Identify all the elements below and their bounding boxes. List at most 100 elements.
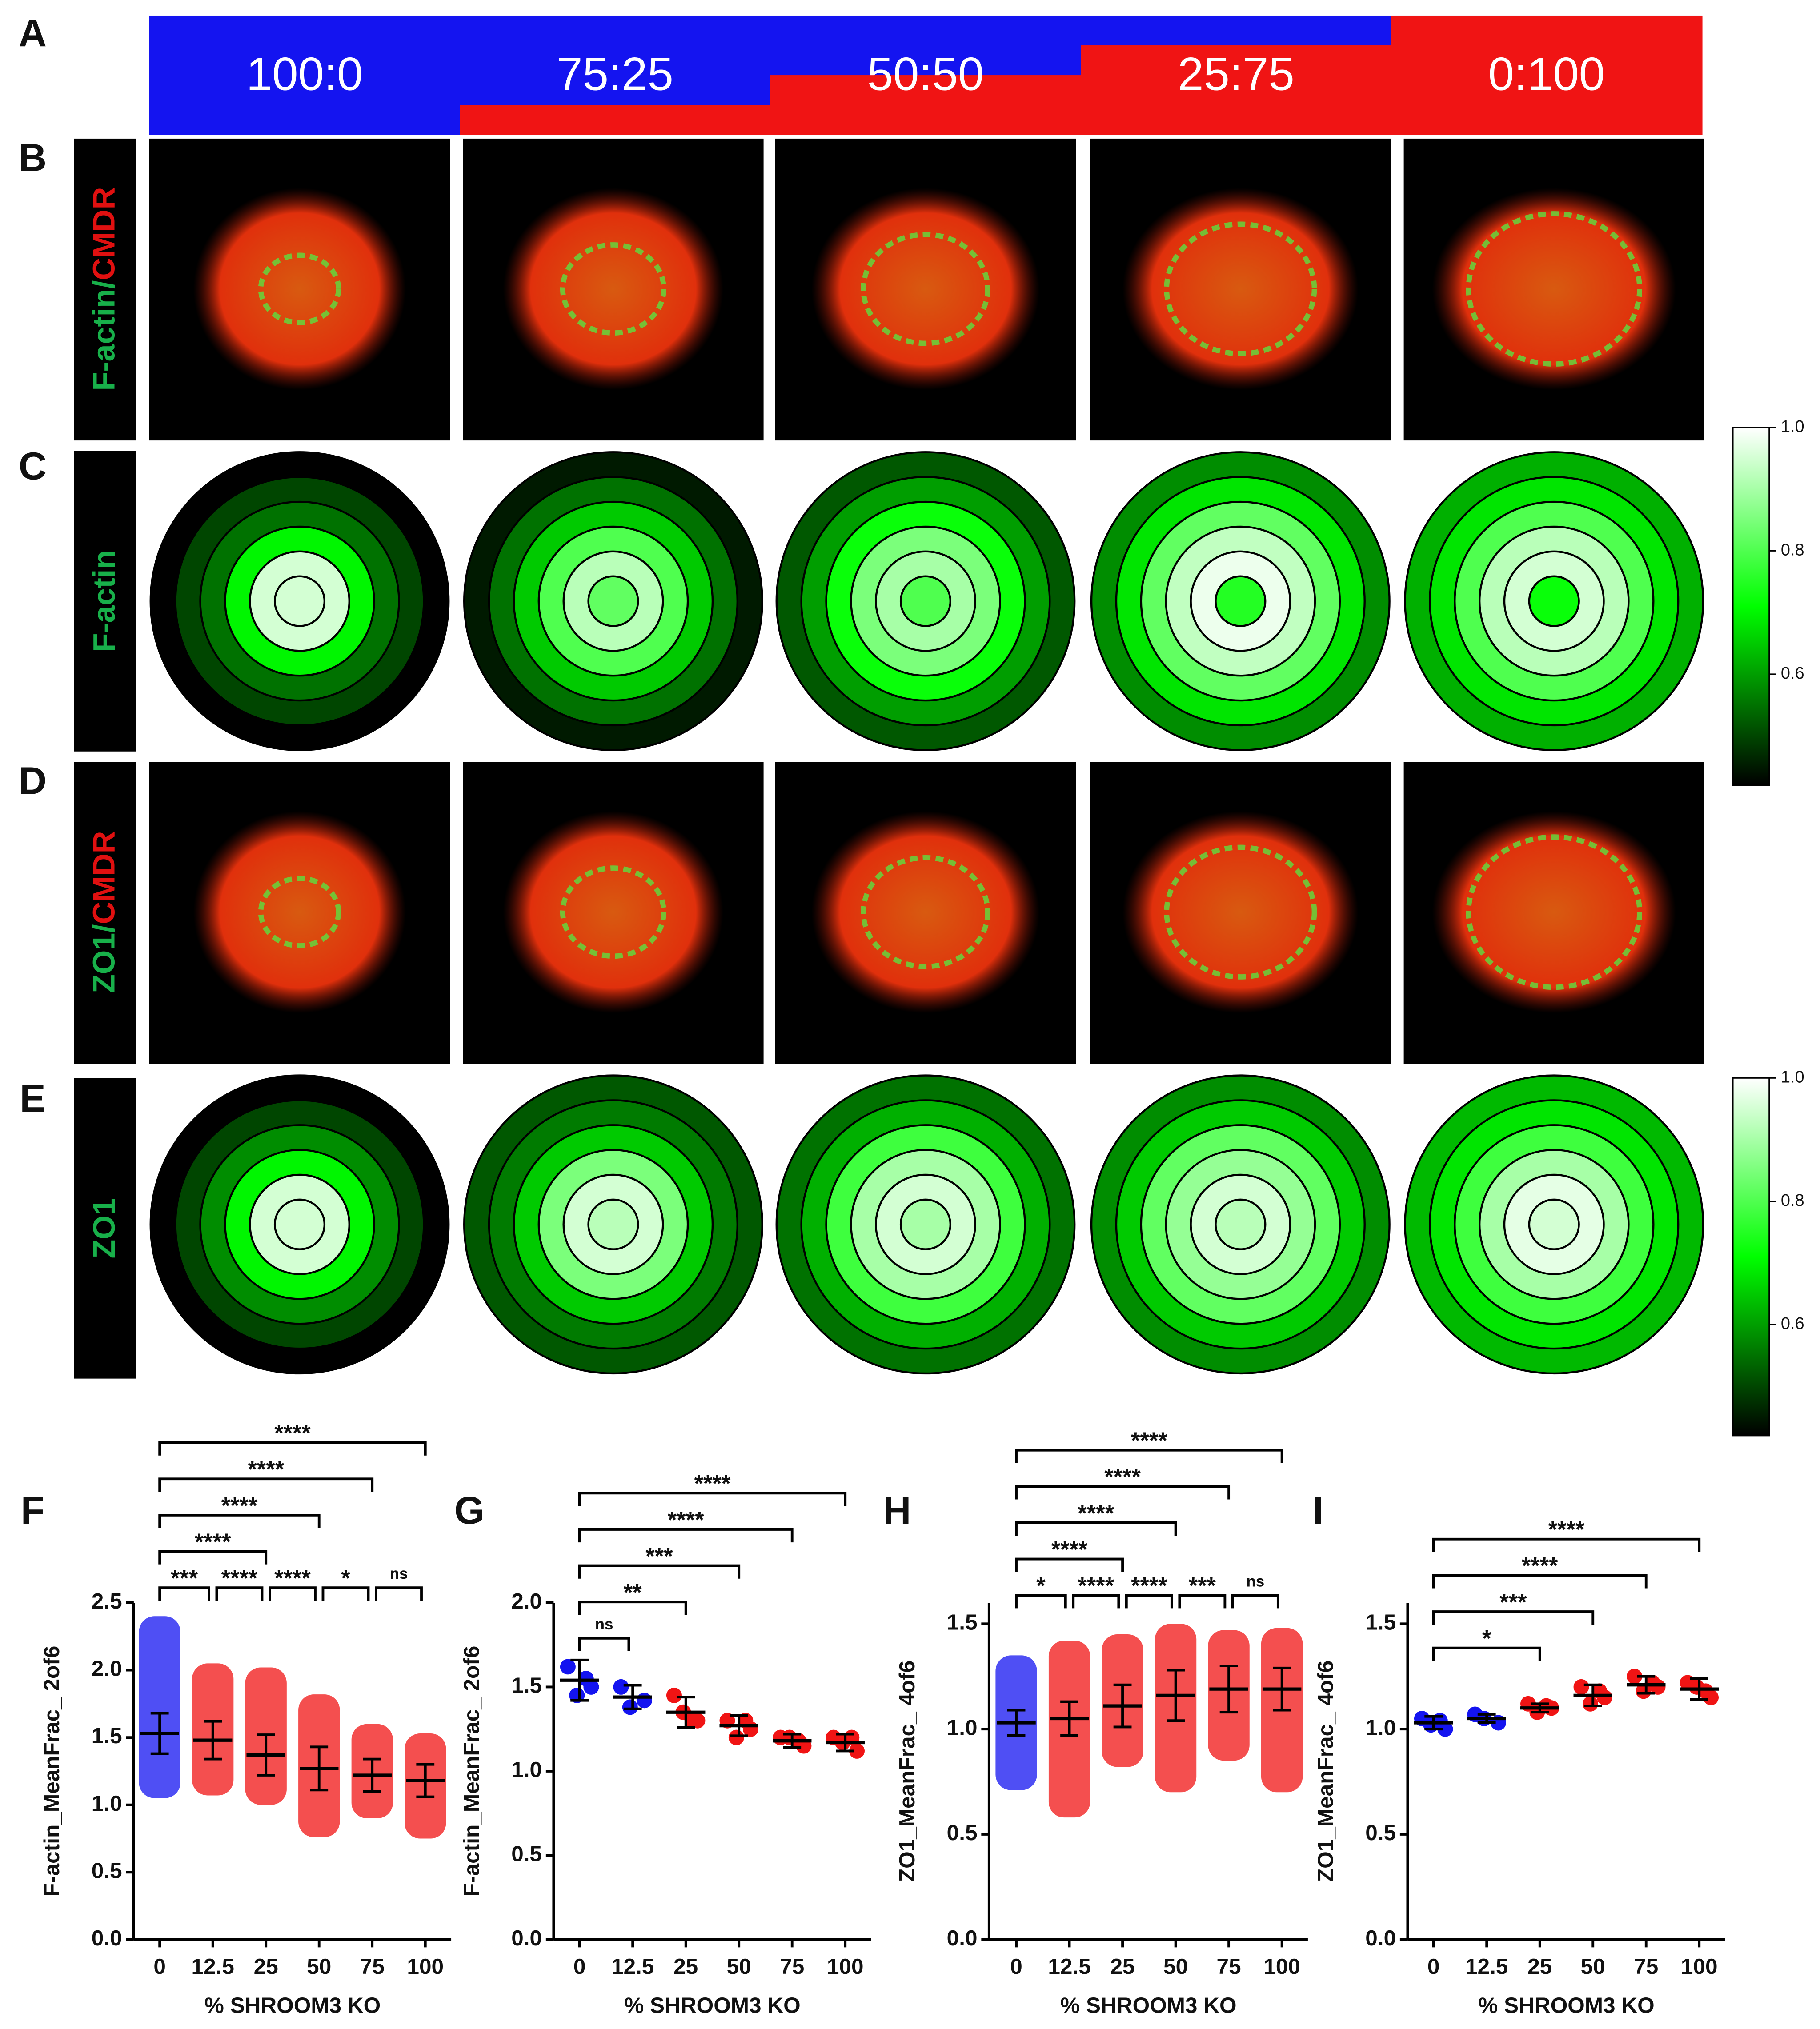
significance-bracket	[1432, 1537, 1701, 1552]
significance-bracket	[1432, 1574, 1648, 1589]
panel-letter: C	[19, 444, 47, 488]
header-red	[460, 105, 771, 135]
green-ring	[560, 865, 666, 959]
header-red	[1081, 45, 1392, 135]
ring	[587, 1198, 639, 1250]
cell-body	[503, 188, 724, 390]
x-tick-label: 75	[780, 1954, 804, 1979]
point	[1698, 1683, 1714, 1699]
significance-bracket	[158, 1586, 210, 1601]
point	[1627, 1669, 1643, 1685]
significance-label: ***	[1189, 1573, 1216, 1599]
row-label: ZO1	[87, 1198, 121, 1258]
significance-bracket	[1015, 1594, 1067, 1609]
y-tick-label: 0.5	[511, 1841, 542, 1866]
significance-label: ****	[221, 1565, 258, 1591]
green-ring	[560, 242, 666, 336]
point	[578, 1670, 594, 1686]
significance-label: ****	[274, 1565, 311, 1591]
ring	[899, 1198, 952, 1250]
green-ring	[1164, 221, 1317, 356]
x-axis-label: % SHROOM3 KO	[624, 1993, 800, 2018]
x-tick-label: 100	[1681, 1954, 1718, 1979]
significance-bracket	[1178, 1594, 1227, 1609]
y-tick-label: 0.5	[947, 1820, 978, 1845]
ratio-label: 100:0	[246, 48, 363, 100]
significance-bracket	[269, 1586, 317, 1601]
x-tick-label: 50	[1163, 1954, 1188, 1979]
panel-letter: G	[454, 1489, 485, 1532]
row-label-part: CMDR	[87, 187, 121, 280]
row-label-part: F-actin/	[87, 280, 121, 391]
significance-bracket	[1015, 1485, 1231, 1500]
colorbar	[1732, 1077, 1770, 1437]
x-tick-label: 12.5	[1465, 1954, 1508, 1979]
point	[666, 1687, 682, 1703]
y-tick-label: 1.5	[511, 1673, 542, 1698]
ring	[1528, 1198, 1580, 1250]
significance-bracket	[1015, 1449, 1283, 1463]
significance-bracket	[321, 1586, 370, 1601]
y-axis-label: F-actin_MeanFrac_ 2of6	[459, 1646, 484, 1897]
row-label: ZO1/CMDR	[87, 831, 121, 993]
point	[1538, 1698, 1554, 1714]
x-tick-label: 100	[407, 1954, 444, 1979]
point	[684, 1713, 700, 1729]
colorbar	[1732, 427, 1770, 786]
row-label-part: ZO1/	[87, 924, 121, 993]
green-ring	[1466, 834, 1643, 990]
y-tick-label: 0.5	[1365, 1820, 1396, 1845]
colorbar-tick-label: 1.0	[1781, 1068, 1804, 1086]
significance-label: ***	[171, 1565, 198, 1591]
cell-body	[1122, 188, 1359, 390]
colorbar-tick-label: 0.6	[1781, 1314, 1804, 1333]
y-tick-label: 2.5	[92, 1589, 122, 1613]
cell-body	[1122, 811, 1359, 1013]
ring	[1215, 1198, 1267, 1250]
significance-bracket	[158, 1550, 268, 1565]
green-ring	[861, 232, 990, 346]
y-tick-label: 2.0	[511, 1589, 542, 1613]
panel-letter: E	[20, 1077, 45, 1120]
x-axis-label: % SHROOM3 KO	[204, 1993, 381, 2018]
significance-bracket	[158, 1441, 427, 1456]
header-red	[1391, 15, 1703, 135]
significance-bracket	[1072, 1594, 1120, 1609]
y-tick-label: 0.0	[92, 1925, 122, 1950]
x-tick-label: 0	[153, 1954, 166, 1979]
ratio-label: 0:100	[1488, 48, 1605, 100]
point	[613, 1679, 629, 1695]
y-tick-label: 0.5	[92, 1858, 122, 1883]
ratio-label: 25:75	[1178, 48, 1295, 100]
swarm	[139, 1616, 180, 1798]
significance-bracket	[578, 1637, 630, 1651]
x-tick-label: 100	[1263, 1954, 1300, 1979]
significance-bracket	[1125, 1594, 1173, 1609]
significance-label: ****	[1548, 1517, 1585, 1543]
panel-letter: I	[1313, 1489, 1323, 1532]
cell-body	[811, 811, 1040, 1013]
significance-bracket	[578, 1492, 847, 1506]
y-tick-label: 2.0	[92, 1656, 122, 1681]
row-label-box	[74, 762, 136, 1064]
green-ring	[258, 876, 341, 948]
significance-label: ****	[1131, 1428, 1167, 1454]
row-label-box	[74, 138, 136, 441]
significance-label: *	[1482, 1626, 1491, 1652]
ring	[587, 575, 639, 627]
y-tick-label: 1.0	[92, 1791, 122, 1816]
y-tick-label: 1.0	[1365, 1715, 1396, 1740]
significance-bracket	[375, 1586, 423, 1601]
x-tick-label: 25	[254, 1954, 278, 1979]
x-tick-label: 12.5	[1048, 1954, 1090, 1979]
significance-label: ****	[248, 1457, 284, 1483]
significance-bracket	[1015, 1521, 1177, 1536]
ratio-label: 50:50	[867, 48, 984, 100]
x-axis-label: % SHROOM3 KO	[1060, 1993, 1236, 2018]
row-label: F-actin	[87, 550, 121, 652]
x-tick-label: 75	[360, 1954, 385, 1979]
significance-label: ****	[668, 1507, 704, 1533]
significance-label: ****	[1078, 1573, 1114, 1599]
colorbar-tick-label: 0.6	[1781, 664, 1804, 683]
